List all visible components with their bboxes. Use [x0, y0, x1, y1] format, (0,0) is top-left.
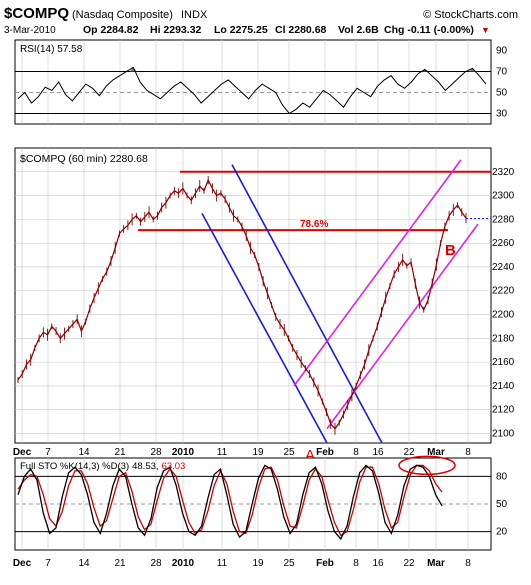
- price-y-axis: 2100 2120 2140 2160 2180 2200 2220 2240 2260 2280…: [492, 167, 515, 440]
- quote-open: Op 2284.82: [83, 24, 139, 36]
- rsi-ytick-30: 30: [496, 109, 508, 120]
- price-xtick-6: 11: [217, 447, 228, 458]
- price-xtick-8: 25: [283, 447, 295, 458]
- price-ytick-2280: 2280: [492, 214, 515, 225]
- sto-k-value: 48.53,: [132, 461, 158, 472]
- rsi-line: [17, 66, 487, 115]
- price-ytick-2160: 2160: [492, 357, 515, 368]
- price-ytick-2180: 2180: [492, 333, 515, 344]
- sto-k-line: [17, 464, 443, 541]
- stochastic-panel: Full STO %K(14,3) %D(3) 48.53, 63.03 20 50 8…: [13, 455, 508, 569]
- symbol-name: (Nasdaq Composite): [72, 9, 173, 21]
- price-ytick-2120: 2120: [492, 405, 515, 416]
- sto-xtick-12: 22: [403, 558, 415, 569]
- sto-xtick-5: 2010: [172, 558, 195, 569]
- symbol-title: $COMPQ: [4, 5, 69, 22]
- price-xtick-1: 7: [45, 447, 51, 458]
- sto-xtick-0: Dec: [13, 558, 32, 569]
- sto-title: Full STO %K(14,3) %D(3) 48.53, 63.03: [20, 461, 185, 472]
- quote-change: Chg -0.11 (-0.00%): [384, 24, 474, 36]
- sto-xtick-13: Mar: [427, 558, 445, 569]
- sto-xtick-14: 8: [465, 558, 471, 569]
- rsi-title: RSI(14) 57.58: [20, 44, 83, 55]
- price-panel: $COMPQ (60 min) 2280.68 2100 2120 2140 2160…: [13, 147, 515, 464]
- price-xtick-11: 16: [372, 447, 384, 458]
- price-xtick-3: 21: [114, 447, 126, 458]
- price-bars: [17, 176, 491, 435]
- wave-b-label: B: [445, 242, 456, 259]
- price-ytick-2220: 2220: [492, 286, 515, 297]
- symbol-exchange: INDX: [181, 9, 208, 21]
- price-ytick-2300: 2300: [492, 191, 515, 202]
- sto-xtick-9: Feb: [316, 558, 334, 569]
- sto-highlight-ellipse: [398, 455, 456, 476]
- sto-xtick-7: 19: [252, 558, 264, 569]
- price-xtick-2: 14: [78, 447, 90, 458]
- quote-date: 3-Mar-2010: [4, 25, 56, 36]
- quote-volume: Vol 2.6B: [338, 24, 379, 36]
- price-ytick-2200: 2200: [492, 310, 515, 321]
- price-xtick-12: 22: [403, 447, 415, 458]
- change-down-icon: ▼: [481, 25, 490, 35]
- price-xtick-5: 2010: [172, 447, 195, 458]
- sto-xtick-10: 8: [353, 558, 359, 569]
- sto-xtick-6: 11: [217, 558, 228, 569]
- sto-xtick-3: 21: [114, 558, 126, 569]
- sto-ytick-50: 50: [496, 499, 508, 510]
- price-xtick-4: 28: [150, 447, 162, 458]
- price-ytick-2260: 2260: [492, 238, 515, 249]
- sto-title-prefix: Full STO %K(14,3) %D(3): [20, 461, 129, 472]
- price-ytick-2100: 2100: [492, 428, 515, 439]
- sto-xtick-2: 14: [78, 558, 90, 569]
- quote-low: Lo 2275.25: [214, 24, 268, 36]
- sto-xtick-4: 28: [150, 558, 162, 569]
- blue-channel-lower: [201, 213, 328, 444]
- price-xtick-7: 19: [252, 447, 264, 458]
- sto-ytick-20: 20: [496, 527, 508, 538]
- price-xtick-14: 8: [465, 447, 471, 458]
- price-title: $COMPQ (60 min) 2280.68: [20, 153, 148, 165]
- sto-xtick-11: 16: [372, 558, 384, 569]
- sto-xtick-8: 25: [283, 558, 295, 569]
- rsi-ytick-90: 90: [496, 46, 508, 57]
- rsi-frame: [14, 39, 492, 125]
- sto-ytick-80: 80: [496, 471, 508, 482]
- quote-close: Cl 2280.68: [275, 24, 327, 36]
- price-ytick-2240: 2240: [492, 262, 515, 273]
- sto-y-axis: 20 50 80: [496, 471, 508, 537]
- rsi-ytick-50: 50: [496, 88, 508, 99]
- price-frame: [14, 147, 492, 444]
- rsi-grid: [15, 40, 491, 124]
- sto-x-axis: Dec 7 14 21 28 2010 11 19 25 Feb 8 16 22 Mar 8: [13, 558, 471, 569]
- fib-78-6-label: 78.6%: [300, 219, 328, 230]
- rsi-ytick-70: 70: [496, 67, 508, 78]
- price-xtick-13: Mar: [427, 447, 445, 458]
- blue-channel-upper: [231, 164, 383, 444]
- price-ytick-2140: 2140: [492, 381, 515, 392]
- price-grid: [15, 148, 491, 443]
- sto-xtick-1: 7: [45, 558, 51, 569]
- quote-high: Hi 2293.32: [150, 24, 202, 36]
- magenta-channel-upper: [293, 159, 462, 387]
- watermark: © StockCharts.com: [423, 9, 518, 21]
- sto-d-line: [17, 464, 443, 537]
- price-xtick-10: 8: [353, 447, 359, 458]
- trend-channels: [138, 159, 491, 444]
- wave-a-label: A: [305, 447, 315, 464]
- price-xtick-9: Feb: [316, 447, 334, 458]
- price-x-axis: Dec 7 14 21 28 2010 11 19 25 Feb 8 16 22 Mar 8: [13, 447, 471, 458]
- price-xtick-0: Dec: [13, 447, 32, 458]
- sto-d-value: 63.03: [162, 461, 186, 472]
- rsi-y-axis: 30 50 70 90: [496, 46, 508, 120]
- rsi-panel: RSI(14) 57.58 30 50 70 90: [14, 39, 508, 125]
- price-ytick-2320: 2320: [492, 167, 515, 178]
